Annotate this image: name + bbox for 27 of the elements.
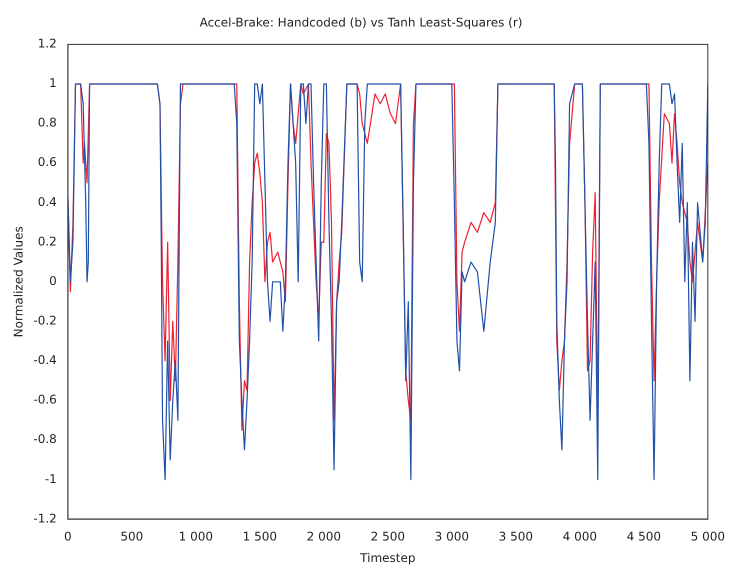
y-tick-label: 0.4 [38, 194, 57, 209]
y-tick-label: -0.2 [33, 313, 57, 328]
x-tick-label: 4 500 [626, 530, 661, 544]
y-tick-label: -1.2 [33, 511, 57, 526]
y-tick-label: -0.6 [33, 392, 57, 407]
y-axis-title: Normalized Values [11, 226, 26, 338]
x-tick-label: 1 000 [178, 530, 213, 544]
x-tick-label: 500 [120, 530, 144, 544]
x-tick-label: 1 500 [242, 530, 277, 544]
x-tick-label: 4 000 [562, 530, 597, 544]
x-axis-title: Timestep [359, 550, 416, 565]
chart-title: Accel-Brake: Handcoded (b) vs Tanh Least-Squares (r) [200, 15, 522, 30]
y-tick-label: -0.8 [33, 432, 57, 446]
y-tick-label: 0.2 [38, 234, 57, 248]
x-tick-label: 3 000 [434, 530, 469, 544]
y-tick-label: -1 [44, 472, 57, 486]
x-tick-label: 0 [64, 530, 72, 544]
x-tick-label: 2 000 [306, 530, 341, 544]
y-tick-label: 0.8 [38, 116, 57, 130]
y-tick-label: 1 [49, 76, 57, 90]
y-tick-label: -0.4 [33, 353, 57, 368]
y-tick-label: 1.2 [38, 36, 57, 51]
y-tick-label: 0.6 [38, 155, 57, 170]
y-tick-label: 0 [49, 274, 57, 288]
x-tick-label: 2 500 [370, 530, 405, 544]
x-tick-label: 5 000 [690, 530, 726, 544]
x-tick-label: 3 500 [498, 530, 533, 544]
